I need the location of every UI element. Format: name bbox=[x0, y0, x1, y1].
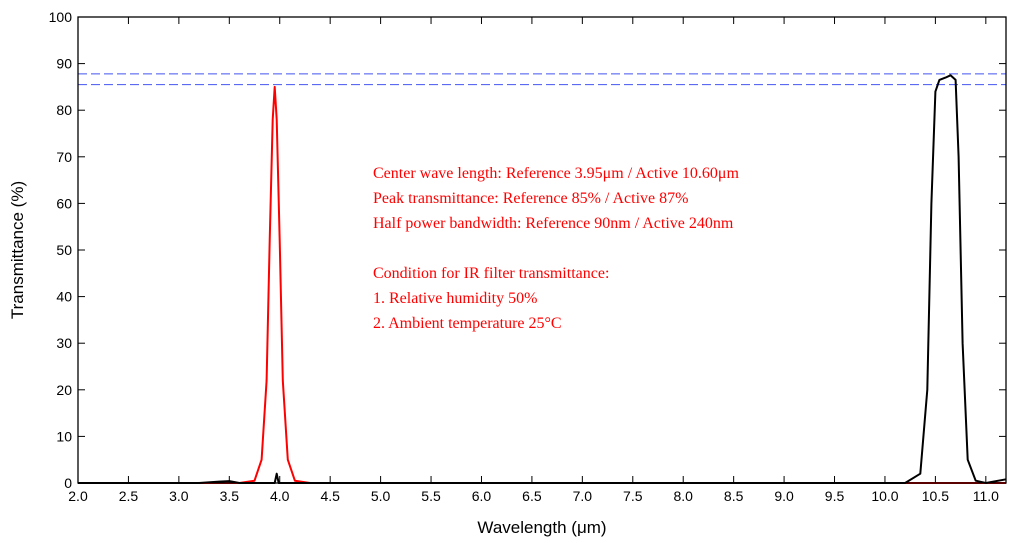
y-tick-label: 10 bbox=[56, 428, 72, 444]
axis-ticks bbox=[77, 16, 1006, 484]
annotation-humidity: 1. Relative humidity 50% bbox=[373, 290, 537, 307]
x-tick-label: 6.5 bbox=[522, 488, 542, 504]
plot-frame bbox=[77, 16, 1007, 484]
x-tick-label: 2.5 bbox=[119, 488, 139, 504]
x-tick-label: 3.5 bbox=[220, 488, 240, 504]
x-tick-label: 10.5 bbox=[922, 488, 949, 504]
x-tick-label: 7.0 bbox=[573, 488, 593, 504]
annotation-block: Center wave length: Reference 3.95μm / A… bbox=[373, 165, 739, 332]
x-axis-title: Wavelength (μm) bbox=[477, 518, 606, 537]
annotation-peak-transmittance: Peak transmittance: Reference 85% / Acti… bbox=[373, 190, 688, 207]
x-tick-labels: 2.0 2.5 3.0 3.5 4.0 4.5 5.0 5.5 6.0 6.5 7.0 7.5 8.0 8… bbox=[68, 488, 999, 504]
y-tick-label: 70 bbox=[56, 149, 72, 165]
y-tick-label: 20 bbox=[56, 382, 72, 398]
series-line-0 bbox=[78, 85, 1006, 484]
y-tick-label: 0 bbox=[64, 475, 72, 491]
reference-lines bbox=[78, 73, 1006, 86]
x-tick-label: 4.5 bbox=[320, 488, 340, 504]
annotation-bandwidth: Half power bandwidth: Reference 90nm / A… bbox=[373, 215, 734, 232]
x-tick-label: 7.5 bbox=[623, 488, 643, 504]
y-tick-label: 100 bbox=[49, 9, 73, 25]
x-tick-label: 5.0 bbox=[371, 488, 391, 504]
x-tick-label: 9.0 bbox=[774, 488, 794, 504]
annotation-center-wavelength: Center wave length: Reference 3.95μm / A… bbox=[373, 165, 739, 182]
x-tick-label: 8.0 bbox=[673, 488, 693, 504]
y-tick-label: 40 bbox=[56, 289, 72, 305]
y-tick-label: 80 bbox=[56, 102, 72, 118]
x-tick-label: 9.5 bbox=[825, 488, 845, 504]
x-tick-label: 11.0 bbox=[973, 488, 999, 504]
y-tick-label: 60 bbox=[56, 195, 72, 211]
x-tick-label: 6.0 bbox=[472, 488, 492, 504]
y-axis-title: Transmittance (%) bbox=[8, 181, 27, 319]
y-tick-labels: 0 10 20 30 40 50 60 70 80 90 100 bbox=[49, 9, 73, 491]
annotation-condition-title: Condition for IR filter transmittance: bbox=[373, 265, 609, 282]
x-tick-label: 3.0 bbox=[169, 488, 189, 504]
y-tick-label: 30 bbox=[56, 335, 72, 351]
x-tick-label: 5.5 bbox=[421, 488, 441, 504]
y-tick-label: 50 bbox=[56, 242, 72, 258]
x-tick-label: 4.0 bbox=[270, 488, 290, 504]
x-tick-label: 10.0 bbox=[871, 488, 898, 504]
x-tick-label: 2.0 bbox=[68, 488, 88, 504]
annotation-temperature: 2. Ambient temperature 25°C bbox=[373, 315, 562, 332]
x-tick-label: 8.5 bbox=[724, 488, 744, 504]
y-tick-label: 90 bbox=[56, 56, 72, 72]
